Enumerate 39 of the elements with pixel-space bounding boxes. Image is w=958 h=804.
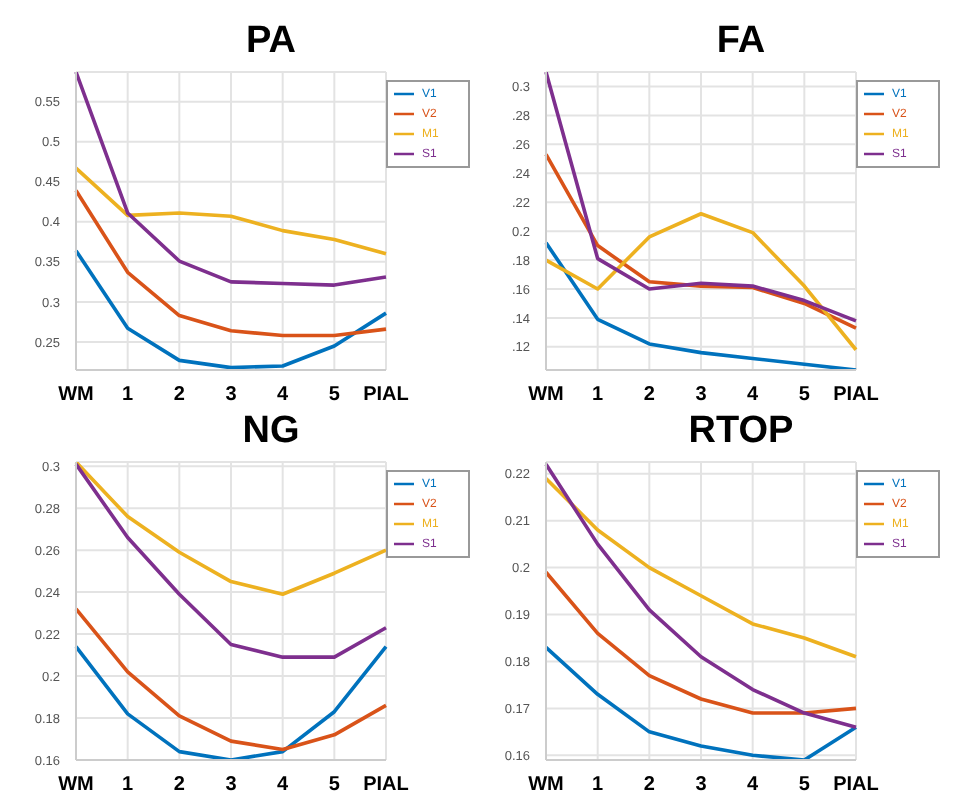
x-tick-label: 3 bbox=[225, 384, 238, 407]
x-tick-label: WM bbox=[528, 384, 564, 407]
x-tick-label: 2 bbox=[643, 384, 656, 407]
x-tick-label: PIAL bbox=[833, 384, 879, 407]
chart-title: PA bbox=[244, 18, 298, 66]
line-series bbox=[74, 607, 388, 752]
x-tick-label: 3 bbox=[695, 384, 708, 407]
x-tick-label: 4 bbox=[277, 774, 290, 797]
line-series bbox=[74, 188, 388, 338]
line-series bbox=[544, 152, 858, 330]
x-tick-label: 4 bbox=[747, 384, 760, 407]
x-tick-label: WM bbox=[528, 774, 564, 797]
x-tick-label: 5 bbox=[328, 384, 341, 407]
chart-title: FA bbox=[714, 18, 768, 66]
chart-title: NG bbox=[240, 408, 302, 456]
x-tick-label: 4 bbox=[277, 384, 290, 407]
x-tick-label: 1 bbox=[122, 774, 135, 797]
x-tick-label: PIAL bbox=[833, 774, 879, 797]
x-tick-label: 3 bbox=[225, 774, 238, 797]
line-series bbox=[544, 570, 858, 715]
x-tick-label: PIAL bbox=[363, 774, 409, 797]
x-tick-label: 5 bbox=[798, 384, 811, 407]
x-tick-label: 1 bbox=[592, 384, 605, 407]
x-tick-label: 5 bbox=[328, 774, 341, 797]
x-tick-label: 4 bbox=[747, 774, 760, 797]
x-tick-label: 2 bbox=[173, 774, 186, 797]
x-tick-label: 1 bbox=[592, 774, 605, 797]
x-tick-label: WM bbox=[58, 774, 94, 797]
x-tick-label: 5 bbox=[798, 774, 811, 797]
chart-title: RTOP bbox=[686, 408, 796, 456]
x-tick-label: PIAL bbox=[363, 384, 409, 407]
x-tick-label: WM bbox=[58, 384, 94, 407]
x-tick-label: 2 bbox=[173, 384, 186, 407]
line-series bbox=[544, 211, 858, 352]
x-tick-label: 2 bbox=[643, 774, 656, 797]
line-series bbox=[544, 476, 858, 659]
x-tick-label: 3 bbox=[695, 774, 708, 797]
line-series bbox=[74, 166, 388, 256]
x-tick-label: 1 bbox=[122, 384, 135, 407]
